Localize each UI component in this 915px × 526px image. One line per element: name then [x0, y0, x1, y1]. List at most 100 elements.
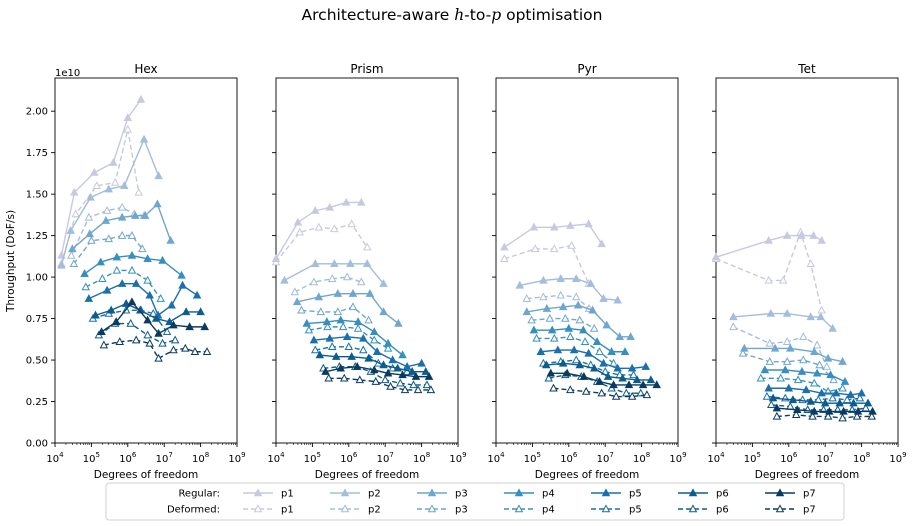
data-point: [729, 312, 738, 321]
x-tick-label: 106: [780, 451, 798, 465]
data-point: [571, 355, 581, 364]
data-point: [413, 385, 423, 394]
data-point: [359, 345, 368, 354]
data-point: [592, 337, 602, 345]
data-point: [362, 259, 372, 268]
x-tick-label: 109: [889, 451, 906, 465]
data-point: [178, 280, 187, 289]
data-point: [145, 290, 154, 299]
data-point: [115, 337, 124, 345]
data-point: [57, 260, 66, 269]
legend-label: p3: [455, 489, 468, 500]
data-point: [143, 275, 152, 284]
x-tick-label: 109: [669, 451, 686, 465]
legend-entry-regular-p7: p7: [765, 488, 816, 500]
data-point: [181, 307, 191, 316]
data-point: [371, 376, 381, 385]
data-point: [550, 244, 559, 253]
data-point: [575, 360, 585, 369]
data-point: [797, 367, 807, 375]
data-point: [571, 274, 581, 282]
data-point: [611, 391, 621, 400]
regular-p6-series: [541, 358, 656, 384]
data-point: [383, 368, 393, 377]
data-point: [762, 391, 772, 400]
legend-label: p5: [629, 505, 642, 516]
data-point: [561, 313, 570, 322]
data-point: [562, 368, 572, 377]
data-point: [632, 375, 642, 384]
data-point: [90, 167, 99, 176]
data-point: [91, 310, 100, 319]
data-point: [336, 363, 345, 372]
data-point: [863, 398, 873, 407]
regular-p5-series: [536, 345, 651, 372]
data-point: [765, 357, 775, 365]
data-point: [123, 113, 133, 122]
data-point: [838, 413, 847, 422]
data-point: [364, 315, 373, 324]
data-point: [620, 347, 630, 355]
data-point: [380, 375, 390, 384]
data-point: [646, 375, 656, 384]
deformed-p3-series: [69, 230, 147, 268]
data-point: [595, 376, 604, 385]
data-point: [336, 315, 345, 324]
data-point: [342, 332, 352, 341]
data-point: [868, 406, 877, 415]
data-point: [515, 280, 525, 289]
data-point: [812, 340, 822, 349]
figure-title: Architecture-aware h-to-p optimisation: [302, 6, 603, 24]
legend-label: p4: [542, 489, 555, 500]
data-point: [200, 322, 210, 331]
data-point: [342, 272, 352, 281]
data-point: [304, 325, 314, 334]
deformed-p7-series: [99, 335, 212, 362]
data-point: [550, 333, 559, 342]
series-line: [101, 300, 205, 335]
data-point: [638, 380, 648, 389]
data-point: [595, 347, 604, 355]
legend-label: p4: [542, 505, 555, 516]
regular-p5-series: [764, 383, 866, 399]
data-point: [778, 275, 788, 284]
data-point: [134, 187, 144, 196]
regular-p6-series: [315, 350, 431, 375]
x-axis-label: Degrees of freedom: [535, 469, 640, 481]
series-line: [715, 230, 823, 311]
x-tick-label: 109: [228, 451, 245, 465]
data-point: [760, 365, 770, 374]
data-point: [738, 348, 748, 357]
deformed-p4-series: [81, 265, 165, 302]
legend-deformed-label: Deformed:: [167, 505, 220, 516]
data-point: [541, 360, 551, 369]
legend-marker: [775, 488, 785, 497]
data-point: [388, 355, 397, 364]
data-point: [325, 333, 335, 342]
data-point: [352, 362, 362, 370]
x-tick-label: 107: [156, 451, 173, 465]
data-point: [295, 227, 305, 236]
data-point: [764, 235, 773, 244]
data-point: [96, 257, 105, 266]
data-point: [849, 398, 858, 407]
regular-p4-series: [760, 365, 850, 385]
regular-p4-series: [529, 323, 630, 355]
data-point: [809, 378, 819, 387]
legend-label: p2: [368, 505, 381, 516]
data-point: [347, 219, 356, 228]
data-point: [558, 358, 568, 367]
data-point: [170, 335, 180, 344]
y-axis-label: Throughput (DoF/s): [5, 210, 17, 313]
deformed-p3-series: [738, 348, 838, 384]
data-point: [764, 383, 773, 392]
legend-label: p7: [803, 489, 816, 500]
data-point: [379, 307, 388, 316]
data-point: [362, 242, 372, 251]
data-point: [788, 395, 798, 404]
deformed-p1-series: [57, 124, 144, 268]
regular-p5-series: [84, 279, 202, 319]
data-point: [575, 315, 585, 324]
data-point: [290, 287, 300, 296]
y-tick-label: 0.25: [26, 397, 48, 408]
